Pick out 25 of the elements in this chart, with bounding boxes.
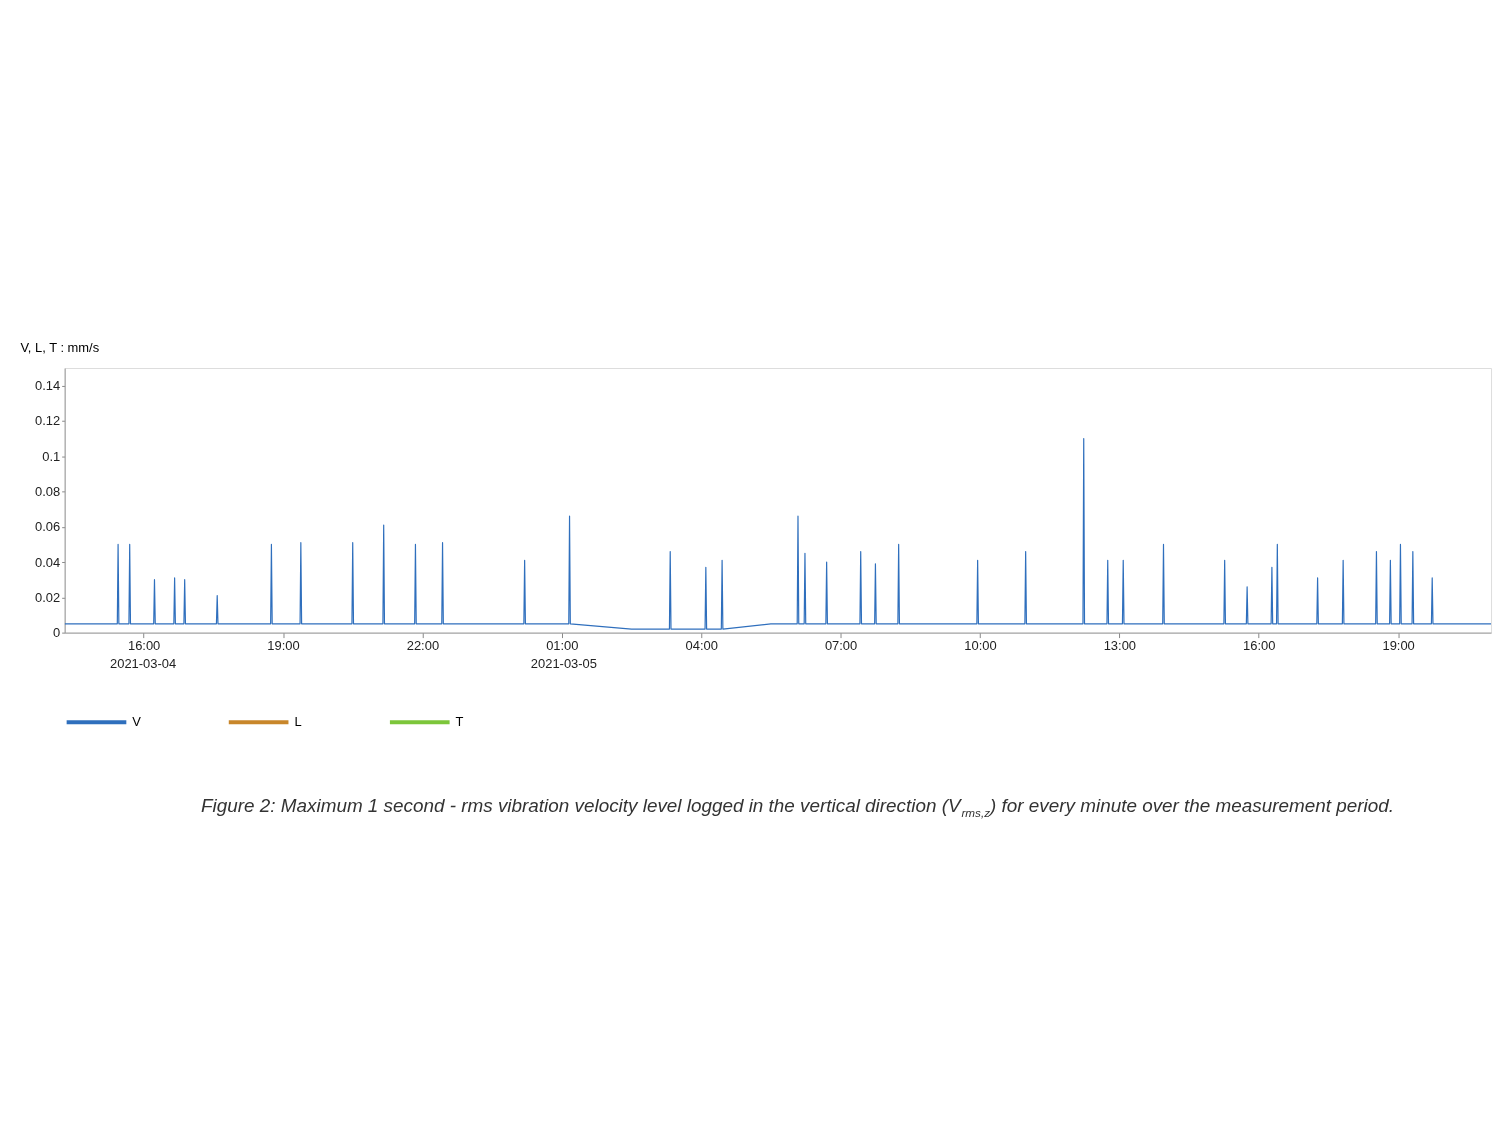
y-tick-label: 0 [52,625,61,641]
x-tick-label: 19:00 [1382,638,1415,654]
text: 2021-03-04 [110,656,177,672]
y-tick-label: 0.08 [35,483,61,499]
line-series [64,437,1492,630]
x-tick-label: 22:00 [406,638,440,654]
y-tick-label: 0.04 [35,554,61,570]
legend-label: T [455,714,464,730]
y-tick-label: 0.06 [35,519,61,535]
x-tick-label: 07:00 [824,638,858,654]
x-tick-label: 01:00 [546,638,579,654]
legend-label: L [294,714,302,730]
y-tick-label: 0.14 [35,378,61,394]
x-tick-label: 10:00 [964,638,997,654]
x-tick-label: 13:00 [1103,638,1137,654]
x-tick-label: 19:00 [267,638,300,654]
legend-label: V [132,714,142,730]
text: 2021-03-05 [530,656,597,672]
y-tick-label: 0.12 [35,413,61,429]
y-axis-title: V, L, T : mm/s [20,339,100,355]
x-tick-label: 16:00 [127,638,161,654]
y-tick-label: 0.1 [42,448,61,464]
x-tick-label: 04:00 [685,638,718,654]
x-tick-label: 16:00 [1243,638,1276,654]
y-tick-label: 0.02 [35,589,61,605]
